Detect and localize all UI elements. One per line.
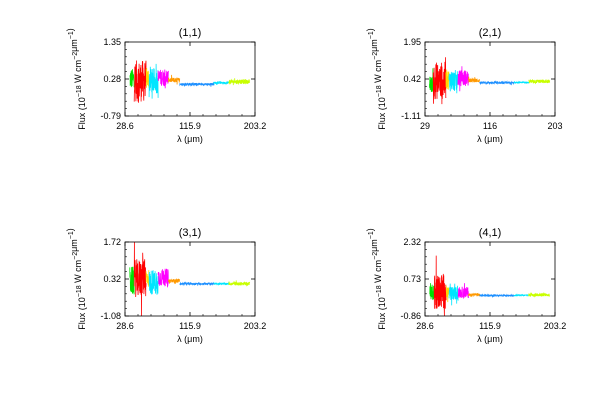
y-tick-label: 0.42: [403, 74, 421, 84]
x-tick-label: 115.9: [479, 321, 501, 331]
series-5-line: [157, 268, 169, 288]
series-7-line: [479, 80, 515, 86]
series-8-line: [213, 80, 230, 86]
panel-3: 28.6 115.9 203.2 -1.08 0.32 1.72 (3,1) λ (μm) Fl…: [65, 227, 266, 344]
x-tick-label: 203.2: [244, 121, 267, 131]
y-tick-label: 1.72: [103, 237, 121, 247]
panel-title: (1,1): [179, 27, 202, 39]
x-axis-label: λ (μm): [477, 134, 503, 144]
series-3-line: [445, 69, 450, 90]
x-axis-label: λ (μm): [477, 334, 503, 344]
series-8-line: [213, 281, 230, 286]
series-2-line: [432, 57, 447, 105]
series-9-line: [528, 292, 550, 298]
series-9-line: [228, 280, 250, 287]
x-axis-label: λ (μm): [177, 134, 203, 144]
panel-1: 28.6 115.9 203.2 -0.79 0.28 1.35 (1,1) λ (μm) Fl…: [65, 27, 266, 144]
series-6-line: [168, 278, 181, 285]
x-tick-label: 115.9: [179, 121, 201, 131]
y-tick-label: -1.08: [100, 311, 121, 321]
y-axis-label: Flux (10−18 W cm−2μm−1): [365, 28, 387, 130]
x-tick-label: 203: [547, 121, 562, 131]
x-tick-label: 28.6: [416, 321, 434, 331]
y-axis-label: Flux (10−18 W cm−2μm−1): [65, 228, 87, 330]
y-tick-label: -0.79: [100, 111, 121, 121]
series-1-line: [429, 283, 435, 301]
x-tick-label: 203.2: [544, 321, 567, 331]
series-8-line: [513, 80, 530, 85]
series-7-line: [179, 82, 215, 87]
series-7-line: [479, 293, 515, 299]
y-tick-label: 0.28: [103, 74, 121, 84]
panel-2: 29 116 203 -1.11 0.42 1.95 (2,1) λ (μm) Flux (10…: [365, 27, 563, 144]
x-tick-label: 28.6: [116, 121, 134, 131]
series-2-line: [133, 241, 147, 317]
panel-title: (2,1): [479, 27, 502, 39]
series-4-line: [148, 63, 159, 99]
series-4-line: [448, 283, 459, 306]
series-1-line: [129, 69, 135, 88]
series-2-line: [133, 60, 147, 103]
x-tick-label: 116: [483, 121, 497, 131]
x-tick-label: 115.9: [179, 321, 201, 331]
series-4-line: [148, 270, 159, 295]
series-5-line: [157, 69, 169, 89]
y-tick-label: 0.73: [403, 274, 421, 284]
series-9-line: [528, 78, 551, 85]
series-6-line: [467, 76, 480, 83]
series-5-line: [457, 283, 469, 300]
panel-4: 28.6 115.9 203.2 -0.86 0.73 2.32 (4,1) λ (μm) Fl…: [365, 227, 566, 344]
series-9-line: [228, 78, 250, 86]
series-5-line: [457, 66, 469, 92]
panel-title: (3,1): [179, 227, 202, 239]
x-tick-label: 29: [420, 121, 430, 131]
series-3-line: [145, 67, 150, 89]
series-2-line: [433, 255, 447, 317]
y-tick-label: 1.95: [403, 37, 421, 47]
series-6-line: [468, 292, 481, 298]
x-tick-label: 203.2: [244, 321, 267, 331]
x-axis-label: λ (μm): [177, 334, 203, 344]
y-tick-label: 1.35: [103, 37, 121, 47]
y-tick-label: -0.86: [400, 311, 421, 321]
y-axis-label: Flux (10−18 W cm−2μm−1): [365, 228, 387, 330]
series-8-line: [513, 293, 530, 297]
series-1-line: [429, 68, 434, 93]
series-3-line: [145, 270, 150, 287]
series-4-line: [448, 69, 459, 94]
series-7-line: [179, 281, 215, 287]
x-tick-label: 28.6: [116, 321, 134, 331]
series-3-line: [445, 285, 450, 303]
y-axis-label: Flux (10−18 W cm−2μm−1): [65, 28, 87, 130]
y-tick-label: 0.32: [103, 274, 121, 284]
panel-title: (4,1): [479, 227, 502, 239]
panels: 28.6 115.9 203.2 -0.79 0.28 1.35 (1,1) λ (μm) Fl…: [65, 27, 566, 344]
series-6-line: [168, 74, 181, 85]
y-tick-label: -1.11: [401, 111, 421, 121]
series-1-line: [129, 266, 135, 295]
y-tick-label: 2.32: [403, 237, 421, 247]
